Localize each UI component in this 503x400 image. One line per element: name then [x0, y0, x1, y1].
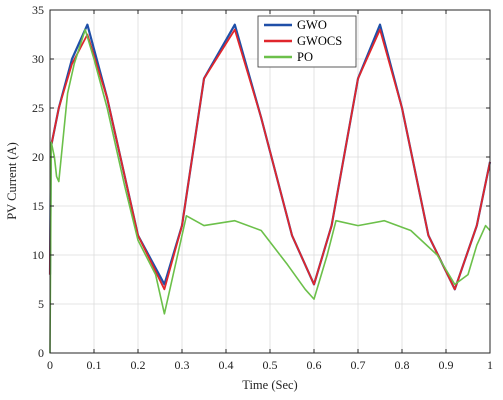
- y-tick-label-6: 30: [32, 52, 44, 66]
- legend: GWO GWOCS PO: [257, 15, 357, 68]
- x-tick-label-7: 0.7: [351, 358, 366, 372]
- series-line-po: [49, 28, 491, 354]
- y-tick-label-3: 15: [32, 199, 44, 213]
- legend-label-po: PO: [297, 50, 313, 64]
- x-tick-label-4: 0.4: [219, 358, 234, 372]
- y-tick-label-5: 25: [32, 101, 44, 115]
- y-tick-label-2: 10: [32, 248, 44, 262]
- x-tick-label-10: 1: [487, 358, 493, 372]
- y-tick-label-7: 35: [32, 3, 44, 17]
- x-tick-label-0: 0: [47, 358, 53, 372]
- x-axis-title: Time (Sec): [242, 378, 297, 392]
- legend-items: GWO GWOCS PO: [264, 18, 342, 64]
- x-tick-label-6: 0.6: [307, 358, 322, 372]
- x-tick-label-9: 0.9: [439, 358, 454, 372]
- x-tick-label-1: 0.1: [87, 358, 102, 372]
- y-tick-label-1: 5: [38, 297, 44, 311]
- x-tick-label-5: 0.5: [263, 358, 278, 372]
- x-tick-label-3: 0.3: [175, 358, 190, 372]
- x-tick-label-2: 0.2: [131, 358, 146, 372]
- x-tick-labels: 0 0.1 0.2 0.3 0.4 0.5 0.6 0.7 0.8 0.9 1: [47, 358, 493, 372]
- axis-ticks: [49, 9, 491, 354]
- y-tick-labels: 0 5 10 15 20 25 30 35: [32, 3, 44, 360]
- x-tick-label-8: 0.8: [395, 358, 410, 372]
- y-axis-title: PV Current (A): [5, 142, 19, 220]
- legend-label-gwocs: GWOCS: [297, 34, 342, 48]
- y-tick-label-0: 0: [38, 346, 44, 360]
- legend-label-gwo: GWO: [297, 18, 327, 32]
- y-tick-label-4: 20: [32, 150, 44, 164]
- series-lines: [48, 23, 492, 354]
